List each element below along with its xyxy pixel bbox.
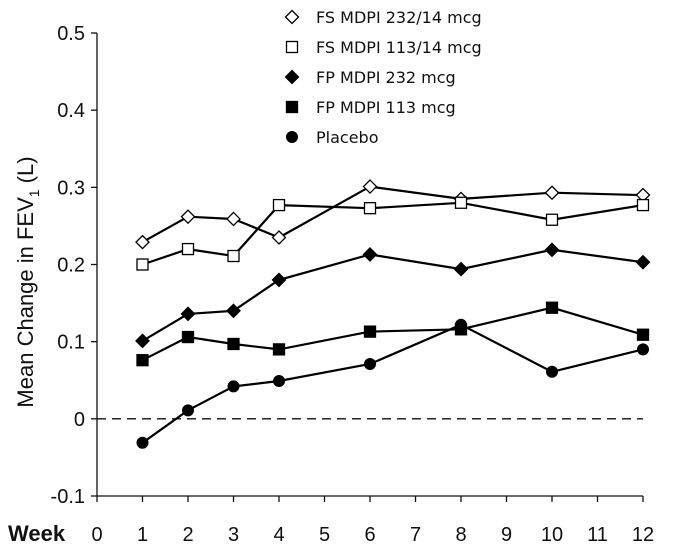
legend-label: FP MDPI 113 mcg bbox=[316, 98, 456, 117]
x-tick-label: 0 bbox=[91, 524, 102, 545]
y-tick-label: 0.3 bbox=[57, 177, 85, 199]
series-2 bbox=[136, 196, 650, 271]
data-point bbox=[136, 354, 149, 367]
legend-label: FS MDPI 113/14 mcg bbox=[316, 38, 482, 57]
data-point bbox=[285, 100, 299, 114]
legend-label: FP MDPI 232 mcg bbox=[316, 68, 456, 87]
x-axis-title: Week bbox=[8, 521, 66, 545]
data-series bbox=[135, 179, 651, 449]
legend-item: Placebo bbox=[286, 128, 378, 147]
data-point bbox=[182, 404, 194, 417]
x-tick-label: 5 bbox=[319, 524, 330, 545]
series-line bbox=[141, 248, 644, 342]
legend-label: Placebo bbox=[316, 128, 378, 147]
y-tick-label: 0.2 bbox=[57, 255, 85, 277]
series-4 bbox=[136, 301, 650, 367]
data-point bbox=[284, 9, 300, 25]
data-point bbox=[544, 242, 560, 258]
data-point bbox=[637, 343, 649, 356]
data-point bbox=[227, 337, 240, 351]
data-point bbox=[272, 343, 286, 356]
legend-item: FS MDPI 232/14 mcg bbox=[284, 8, 482, 27]
data-point bbox=[180, 306, 196, 322]
x-tick-label: 2 bbox=[182, 524, 193, 545]
x-tick-label: 11 bbox=[587, 524, 608, 545]
data-point bbox=[545, 301, 559, 314]
data-point bbox=[271, 272, 287, 288]
legend-item: FS MDPI 113/14 mcg bbox=[285, 38, 482, 57]
data-point bbox=[226, 303, 241, 319]
x-tick-label: 3 bbox=[228, 524, 239, 545]
data-point bbox=[362, 179, 378, 194]
data-point bbox=[363, 325, 377, 338]
data-point bbox=[636, 198, 650, 212]
data-point bbox=[180, 209, 196, 225]
y-axis-title: Mean Change in FEV1 (L) bbox=[13, 156, 42, 407]
data-point bbox=[364, 358, 376, 371]
series-3 bbox=[135, 242, 651, 349]
data-point bbox=[286, 131, 298, 143]
data-point bbox=[285, 40, 299, 54]
legend-label: FS MDPI 232/14 mcg bbox=[316, 8, 482, 27]
data-point bbox=[546, 365, 558, 378]
series-1 bbox=[135, 179, 651, 250]
legend: FS MDPI 232/14 mcg FS MDPI 113/14 mcg FP M… bbox=[284, 8, 482, 147]
data-point bbox=[135, 333, 150, 349]
y-tick-label: 0 bbox=[74, 409, 85, 431]
y-tick-label: 0.1 bbox=[57, 332, 85, 354]
legend-item: FP MDPI 232 mcg bbox=[284, 68, 456, 87]
y-tick-label: -0.1 bbox=[51, 486, 85, 508]
data-point bbox=[227, 380, 240, 393]
data-point bbox=[454, 196, 468, 209]
x-tick-label: 4 bbox=[273, 524, 284, 545]
series-5 bbox=[136, 318, 649, 449]
data-point bbox=[635, 254, 651, 270]
data-point bbox=[272, 198, 286, 212]
data-point bbox=[362, 247, 378, 262]
data-point bbox=[271, 230, 287, 245]
data-point bbox=[136, 258, 149, 271]
data-point bbox=[227, 249, 240, 263]
data-point bbox=[181, 242, 195, 256]
series-line bbox=[141, 185, 644, 244]
data-point bbox=[226, 211, 241, 227]
y-tick-label: 0.5 bbox=[57, 23, 85, 45]
series-line bbox=[141, 323, 644, 444]
x-tick-label: 12 bbox=[632, 524, 654, 545]
y-tick-label: 0.4 bbox=[57, 100, 85, 122]
data-point bbox=[455, 318, 467, 331]
data-point bbox=[273, 375, 285, 388]
data-point bbox=[453, 261, 469, 277]
data-point bbox=[136, 436, 149, 449]
x-tick-label: 8 bbox=[455, 524, 466, 545]
data-point bbox=[363, 202, 377, 215]
data-point bbox=[545, 213, 559, 226]
x-tick-label: 7 bbox=[410, 524, 421, 545]
series-line bbox=[142, 201, 644, 266]
data-point bbox=[284, 69, 300, 85]
series-line bbox=[142, 306, 644, 362]
x-tick-label: 9 bbox=[501, 524, 512, 545]
axes: -0.100.10.20.30.40.50 1 2 3 4 5 6 7 8 9 10 11 12 bbox=[51, 23, 655, 545]
data-point bbox=[135, 234, 150, 250]
data-point bbox=[544, 185, 560, 201]
data-point bbox=[181, 330, 195, 344]
x-tick-label: 6 bbox=[364, 524, 375, 545]
legend-item: FP MDPI 113 mcg bbox=[285, 98, 456, 117]
x-tick-label: 1 bbox=[137, 524, 148, 545]
x-tick-label: 10 bbox=[541, 524, 563, 545]
data-point bbox=[636, 328, 650, 341]
